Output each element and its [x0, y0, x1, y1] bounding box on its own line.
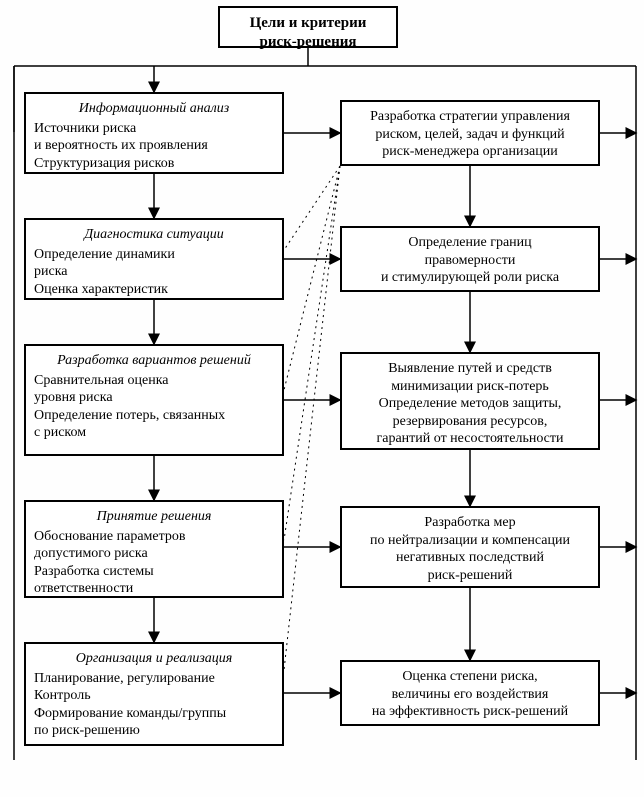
header-box: Цели и критерии риск-решения — [218, 6, 398, 48]
node-R4-line1: по нейтрализации и компенсации — [350, 532, 590, 550]
node-L3-line2: Определение потерь, связанных — [34, 407, 274, 425]
node-L3-line3: с риском — [34, 424, 274, 442]
node-L4-line1: допустимого риска — [34, 545, 274, 563]
node-R2: Определение границ правомерности и стиму… — [340, 226, 600, 292]
node-R3-line2: Определение методов защиты, — [350, 395, 590, 413]
node-R3-line4: гарантий от несостоятельности — [350, 430, 590, 448]
node-L5-line3: по риск-решению — [34, 722, 274, 740]
node-R1-line2: риск-менеджера организации — [350, 143, 590, 161]
node-R4-line2: негативных последствий — [350, 549, 590, 567]
node-L1: Информационный анализ Источники риска и … — [24, 92, 284, 174]
node-L1-line1: и вероятность их проявления — [34, 137, 274, 155]
node-R3-line0: Выявление путей и средств — [350, 360, 590, 378]
node-L2-line2: Оценка характеристик — [34, 281, 274, 299]
node-L5-line1: Контроль — [34, 687, 274, 705]
node-L2-title: Диагностика ситуации — [34, 226, 274, 244]
node-L4-line2: Разработка системы — [34, 563, 274, 581]
node-L4-line3: ответственности — [34, 580, 274, 598]
node-R2-line2: и стимулирующей роли риска — [350, 269, 590, 287]
node-R3: Выявление путей и средств минимизации ри… — [340, 352, 600, 450]
node-R2-line0: Определение границ — [350, 234, 590, 252]
node-L3: Разработка вариантов решений Сравнительн… — [24, 344, 284, 456]
node-R2-line1: правомерности — [350, 252, 590, 270]
node-L5: Организация и реализация Планирование, р… — [24, 642, 284, 746]
node-L1-line0: Источники риска — [34, 120, 274, 138]
node-R3-line1: минимизации риск-потерь — [350, 378, 590, 396]
node-R4-line0: Разработка мер — [350, 514, 590, 532]
node-L1-line2: Структуризация рисков — [34, 155, 274, 173]
node-R4: Разработка мер по нейтрализации и компен… — [340, 506, 600, 588]
node-R4-line3: риск-решений — [350, 567, 590, 585]
node-L4-line0: Обоснование параметров — [34, 528, 274, 546]
node-L5-line0: Планирование, регулирование — [34, 670, 274, 688]
node-L3-line0: Сравнительная оценка — [34, 372, 274, 390]
node-L4-title: Принятие решения — [34, 508, 274, 526]
node-R5: Оценка степени риска, величины его возде… — [340, 660, 600, 726]
node-R5-line2: на эффективность риск-решений — [350, 703, 590, 721]
node-L5-line2: Формирование команды/группы — [34, 705, 274, 723]
node-L4: Принятие решения Обоснование параметров … — [24, 500, 284, 598]
node-R5-line0: Оценка степени риска, — [350, 668, 590, 686]
node-L2-line0: Определение динамики — [34, 246, 274, 264]
node-R1-line1: риском, целей, задач и функций — [350, 126, 590, 144]
node-R1-line0: Разработка стратегии управления — [350, 108, 590, 126]
node-L5-title: Организация и реализация — [34, 650, 274, 668]
node-L1-title: Информационный анализ — [34, 100, 274, 118]
node-R3-line3: резервирования ресурсов, — [350, 413, 590, 431]
node-R1: Разработка стратегии управления риском, … — [340, 100, 600, 166]
node-L3-title: Разработка вариантов решений — [34, 352, 274, 370]
node-L2: Диагностика ситуации Определение динамик… — [24, 218, 284, 300]
header-line2: риск-решения — [259, 34, 356, 50]
node-L3-line1: уровня риска — [34, 389, 274, 407]
node-R5-line1: величины его воздействия — [350, 686, 590, 704]
header-line1: Цели и критерии — [250, 15, 367, 31]
node-L2-line1: риска — [34, 263, 274, 281]
